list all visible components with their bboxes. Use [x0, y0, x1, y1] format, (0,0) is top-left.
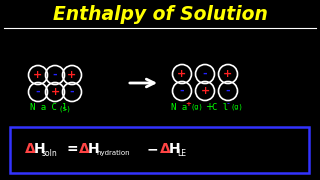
Text: (g): (g): [191, 104, 204, 110]
Text: (g): (g): [231, 104, 244, 110]
Text: +: +: [50, 87, 60, 97]
Text: Δ: Δ: [160, 142, 171, 156]
Text: -: -: [203, 69, 207, 79]
Text: H: H: [34, 142, 46, 156]
Text: +: +: [185, 101, 191, 107]
Text: C l: C l: [212, 102, 228, 111]
Text: hydration: hydration: [96, 150, 130, 156]
Text: N a C l: N a C l: [30, 102, 68, 111]
Text: -: -: [180, 86, 184, 96]
Text: (s): (s): [59, 105, 71, 112]
Text: Δ: Δ: [25, 142, 36, 156]
Text: Enthalpy of Solution: Enthalpy of Solution: [52, 4, 268, 24]
Text: +: +: [205, 102, 213, 112]
Text: LE: LE: [177, 148, 186, 158]
Text: H: H: [169, 142, 180, 156]
Text: -: -: [53, 70, 57, 80]
Text: +: +: [223, 69, 233, 79]
Text: H: H: [88, 142, 100, 156]
Text: +: +: [33, 70, 43, 80]
Text: -: -: [36, 87, 40, 97]
Text: soln: soln: [42, 148, 58, 158]
Text: N a: N a: [171, 102, 187, 111]
Bar: [10, 127, 309, 173]
Text: =: =: [67, 142, 79, 156]
Text: Δ: Δ: [79, 142, 90, 156]
Text: -: -: [70, 87, 74, 97]
Text: +: +: [177, 69, 187, 79]
Text: +: +: [200, 86, 210, 96]
Text: −: −: [147, 142, 159, 156]
Text: +: +: [68, 70, 76, 80]
Text: -: -: [226, 86, 230, 96]
Text: -: -: [227, 101, 229, 107]
